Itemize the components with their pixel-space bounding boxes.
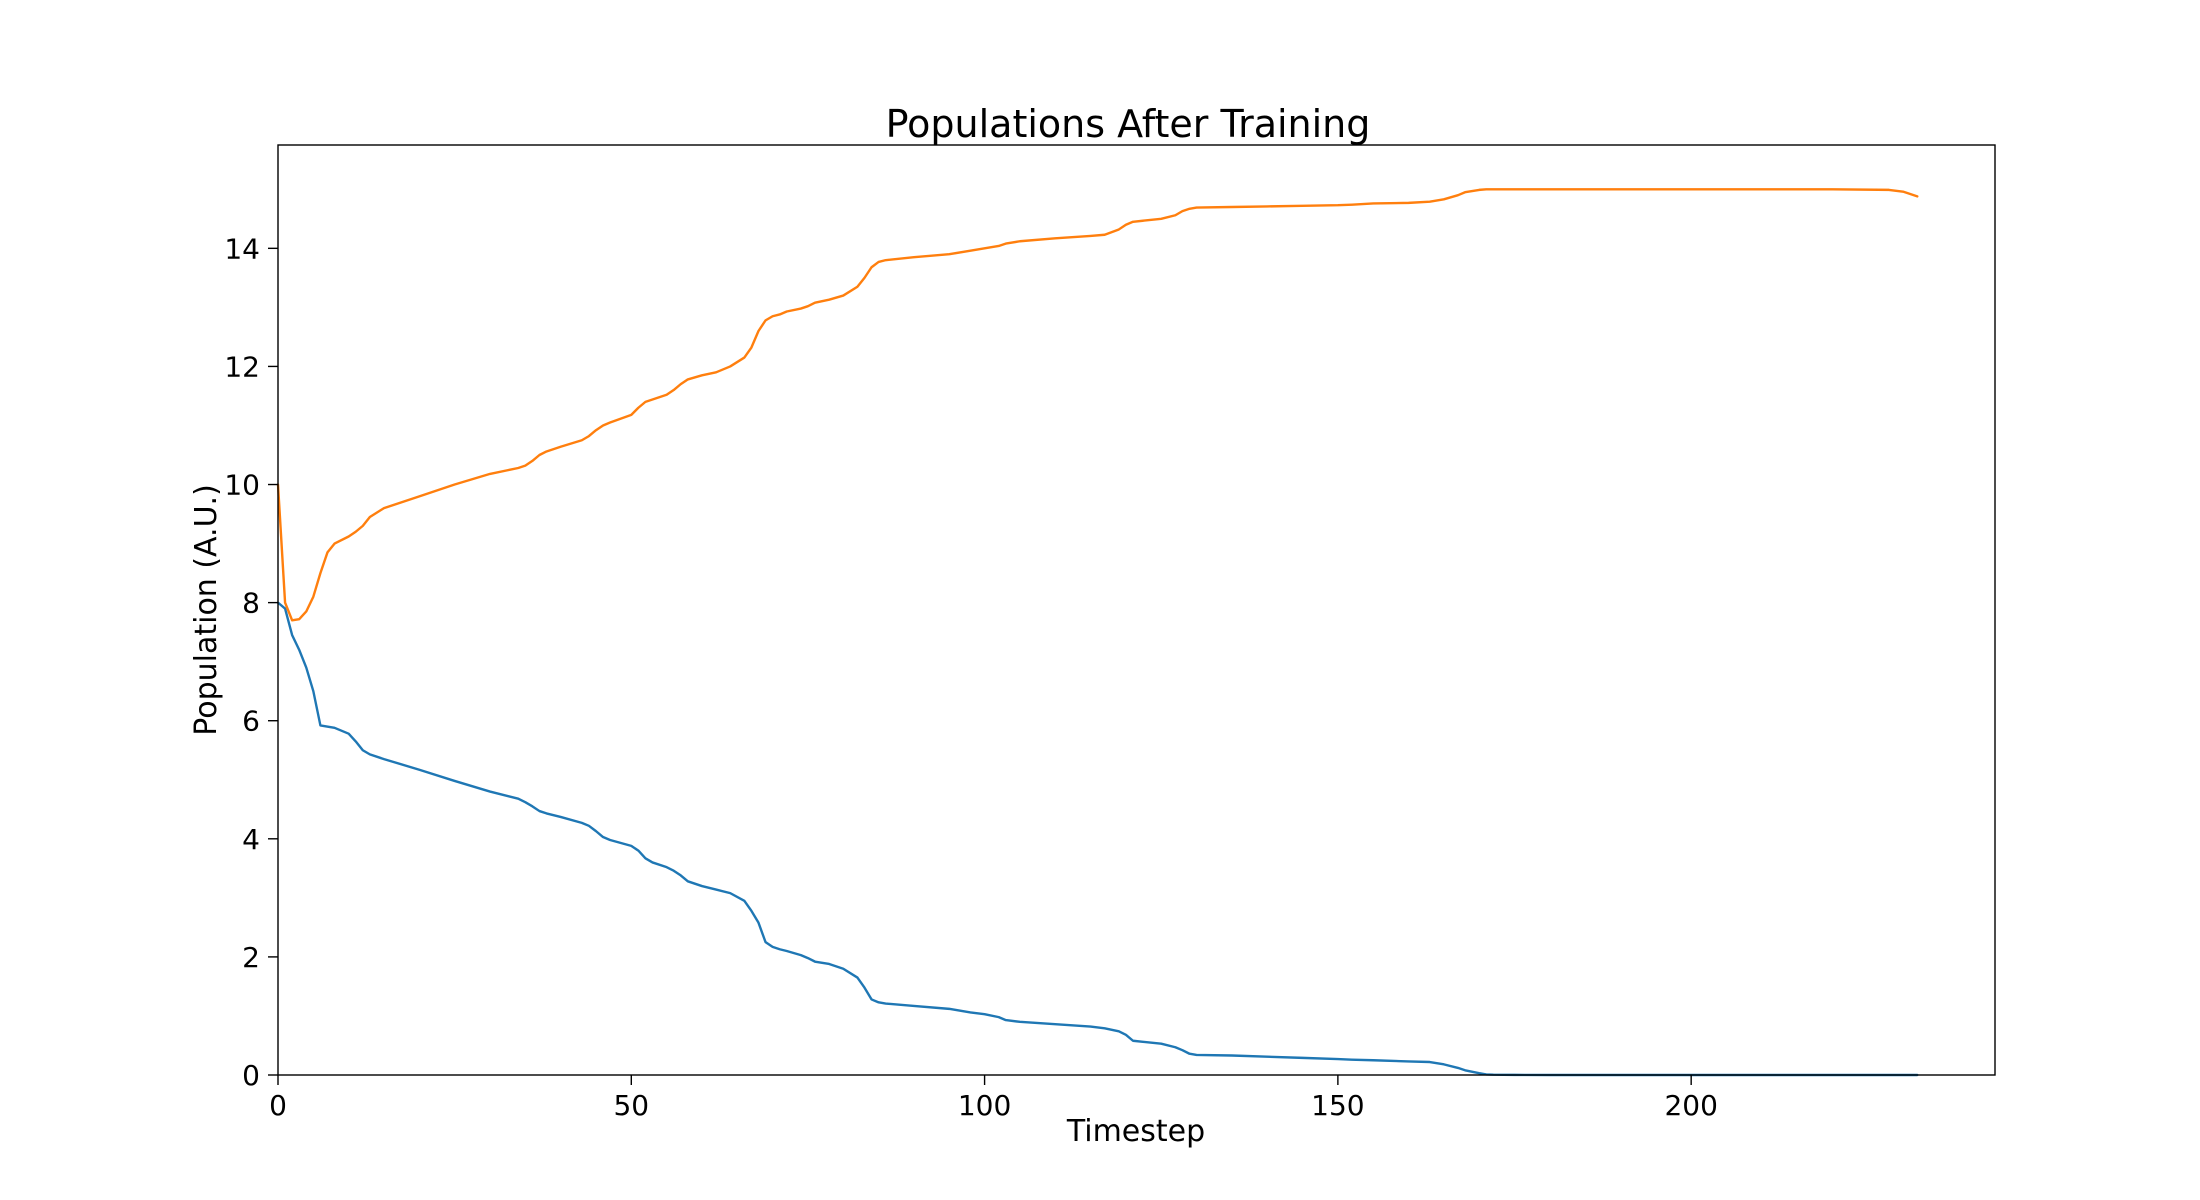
plot-frame — [277, 144, 1996, 1076]
y-tick-label: 6 — [242, 705, 260, 738]
y-tick-label: 10 — [224, 469, 260, 502]
y-tick-label: 4 — [242, 823, 260, 856]
x-tick-label: 100 — [958, 1089, 1011, 1122]
y-tick-label: 0 — [242, 1059, 260, 1092]
x-tick-label: 0 — [269, 1089, 287, 1122]
y-axis-label: Population (A.U.) — [189, 484, 224, 736]
y-tick-label: 12 — [224, 350, 260, 383]
chart-title: Populations After Training — [886, 102, 1371, 146]
y-tick-label: 8 — [242, 587, 260, 620]
series-layer — [276, 188, 1919, 1077]
x-axis-label: Timestep — [1066, 1114, 1205, 1149]
x-tick-label: 150 — [1311, 1089, 1364, 1122]
series-line-1 — [276, 601, 1919, 1077]
series-line-2 — [276, 188, 1919, 622]
y-tick-label: 14 — [224, 232, 260, 265]
x-axis: 0 50 100 150 200 — [269, 1075, 1718, 1122]
x-tick-label: 200 — [1664, 1089, 1717, 1122]
y-axis: 0 2 4 6 8 10 12 14 — [224, 232, 278, 1092]
y-tick-label: 2 — [242, 941, 260, 974]
x-tick-label: 50 — [613, 1089, 649, 1122]
